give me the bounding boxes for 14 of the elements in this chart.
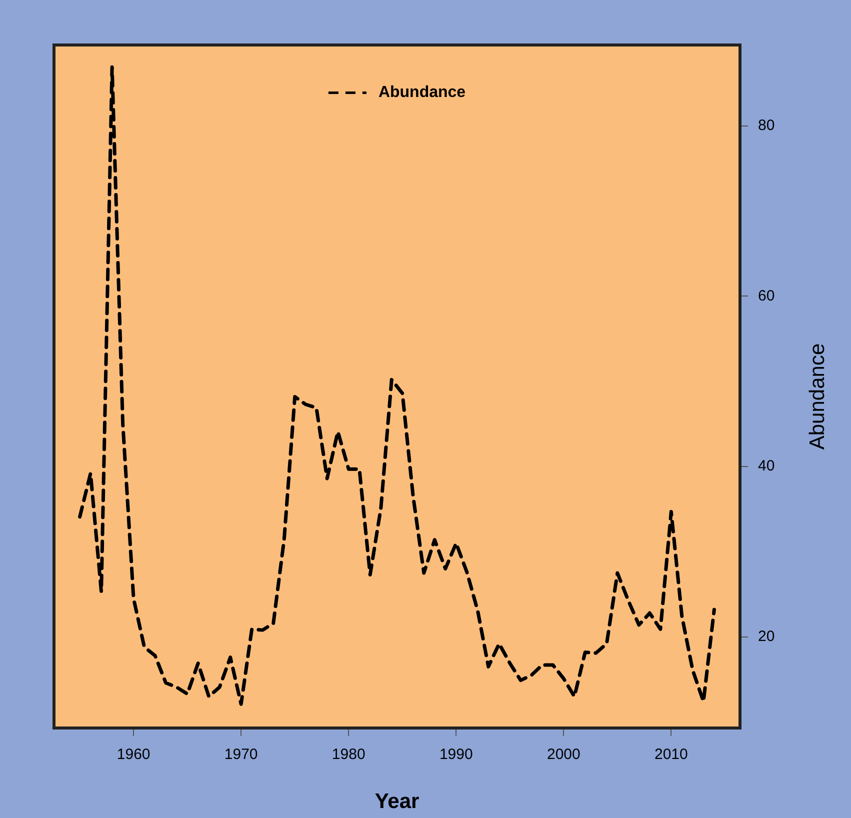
x-tick-label: 1980 <box>332 746 366 764</box>
x-tick-label: 1960 <box>116 746 150 764</box>
line-series <box>78 65 716 706</box>
y-tick-label: 20 <box>758 628 775 646</box>
x-tick-label: 1990 <box>439 746 473 764</box>
x-axis-title: Year <box>374 790 420 814</box>
y-tick-label: 80 <box>758 117 775 134</box>
y-tick-label: 40 <box>758 458 775 475</box>
x-tick-label: 2000 <box>546 746 580 764</box>
x-tick-label: 2010 <box>654 746 688 764</box>
x-tick-label: 1970 <box>224 746 258 764</box>
legend-label: Abundance <box>378 84 466 102</box>
y-axis-title: Abundance <box>806 343 829 450</box>
y-tick-label: 60 <box>758 287 775 304</box>
